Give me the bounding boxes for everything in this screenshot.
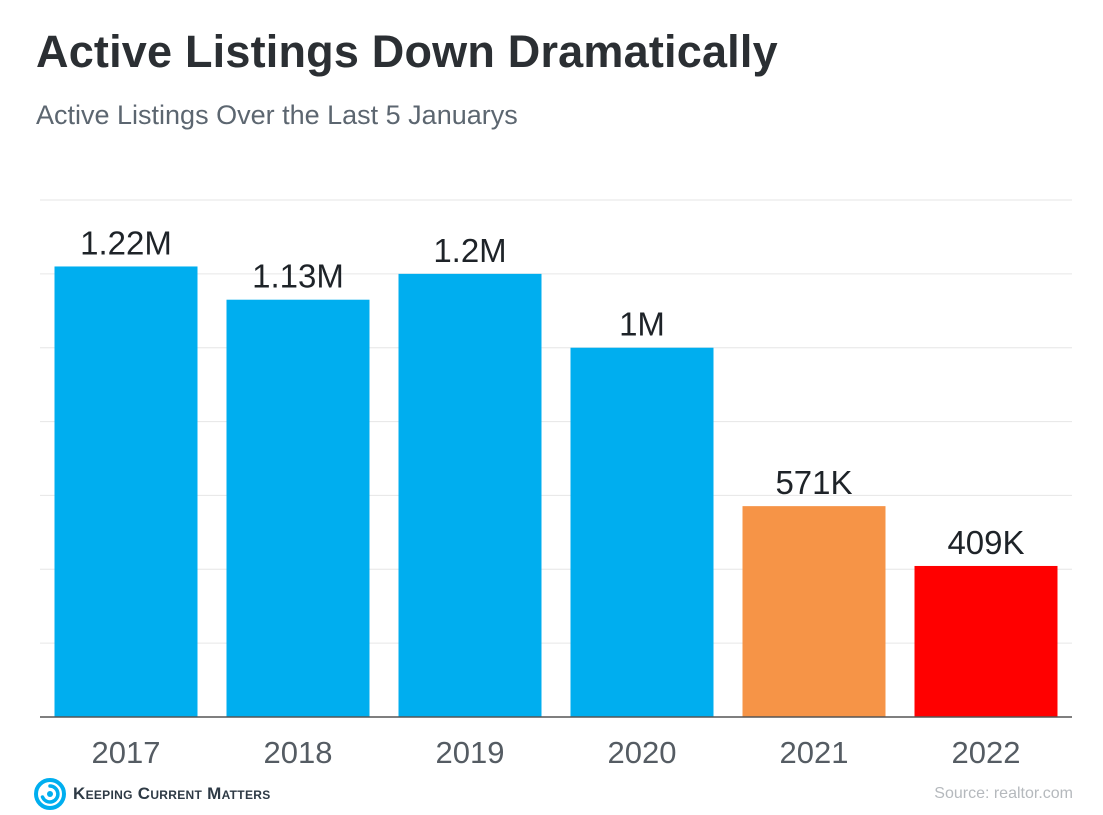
data-label-2019: 1.2M [433,232,506,269]
bar-2018 [226,299,370,717]
x-axis: 2017 2018 2019 2020 2021 2022 [40,716,1072,770]
bars [54,266,1058,717]
x-tick-label-2017: 2017 [92,735,161,770]
data-label-2021: 571K [775,464,852,501]
swirl-icon [34,778,66,810]
data-label-2017: 1.22M [80,224,172,261]
kcm-logo: Keeping Current Matters [34,778,271,810]
gridlines [40,199,1072,644]
data-label-2022: 409K [947,524,1024,561]
data-labels: 1.22M 1.13M 1.2M 1M 571K 409K [80,224,1024,560]
logo-text: Keeping Current Matters [73,784,271,803]
bar-2021 [742,506,886,717]
bar-2022 [914,565,1058,717]
bar-2017 [54,266,198,717]
chart-subtitle: Active Listings Over the Last 5 Januarys [36,100,518,130]
x-tick-label-2019: 2019 [436,735,505,770]
x-tick-label-2021: 2021 [780,735,849,770]
data-label-2018: 1.13M [252,258,344,295]
bar-2020 [570,347,714,717]
bar-2019 [398,273,542,717]
x-tick-label-2018: 2018 [264,735,333,770]
x-tick-label-2020: 2020 [608,735,677,770]
chart-title: Active Listings Down Dramatically [36,26,778,77]
x-tick-label-2022: 2022 [952,735,1021,770]
source-note: Source: realtor.com [934,785,1073,802]
data-label-2020: 1M [619,306,665,343]
